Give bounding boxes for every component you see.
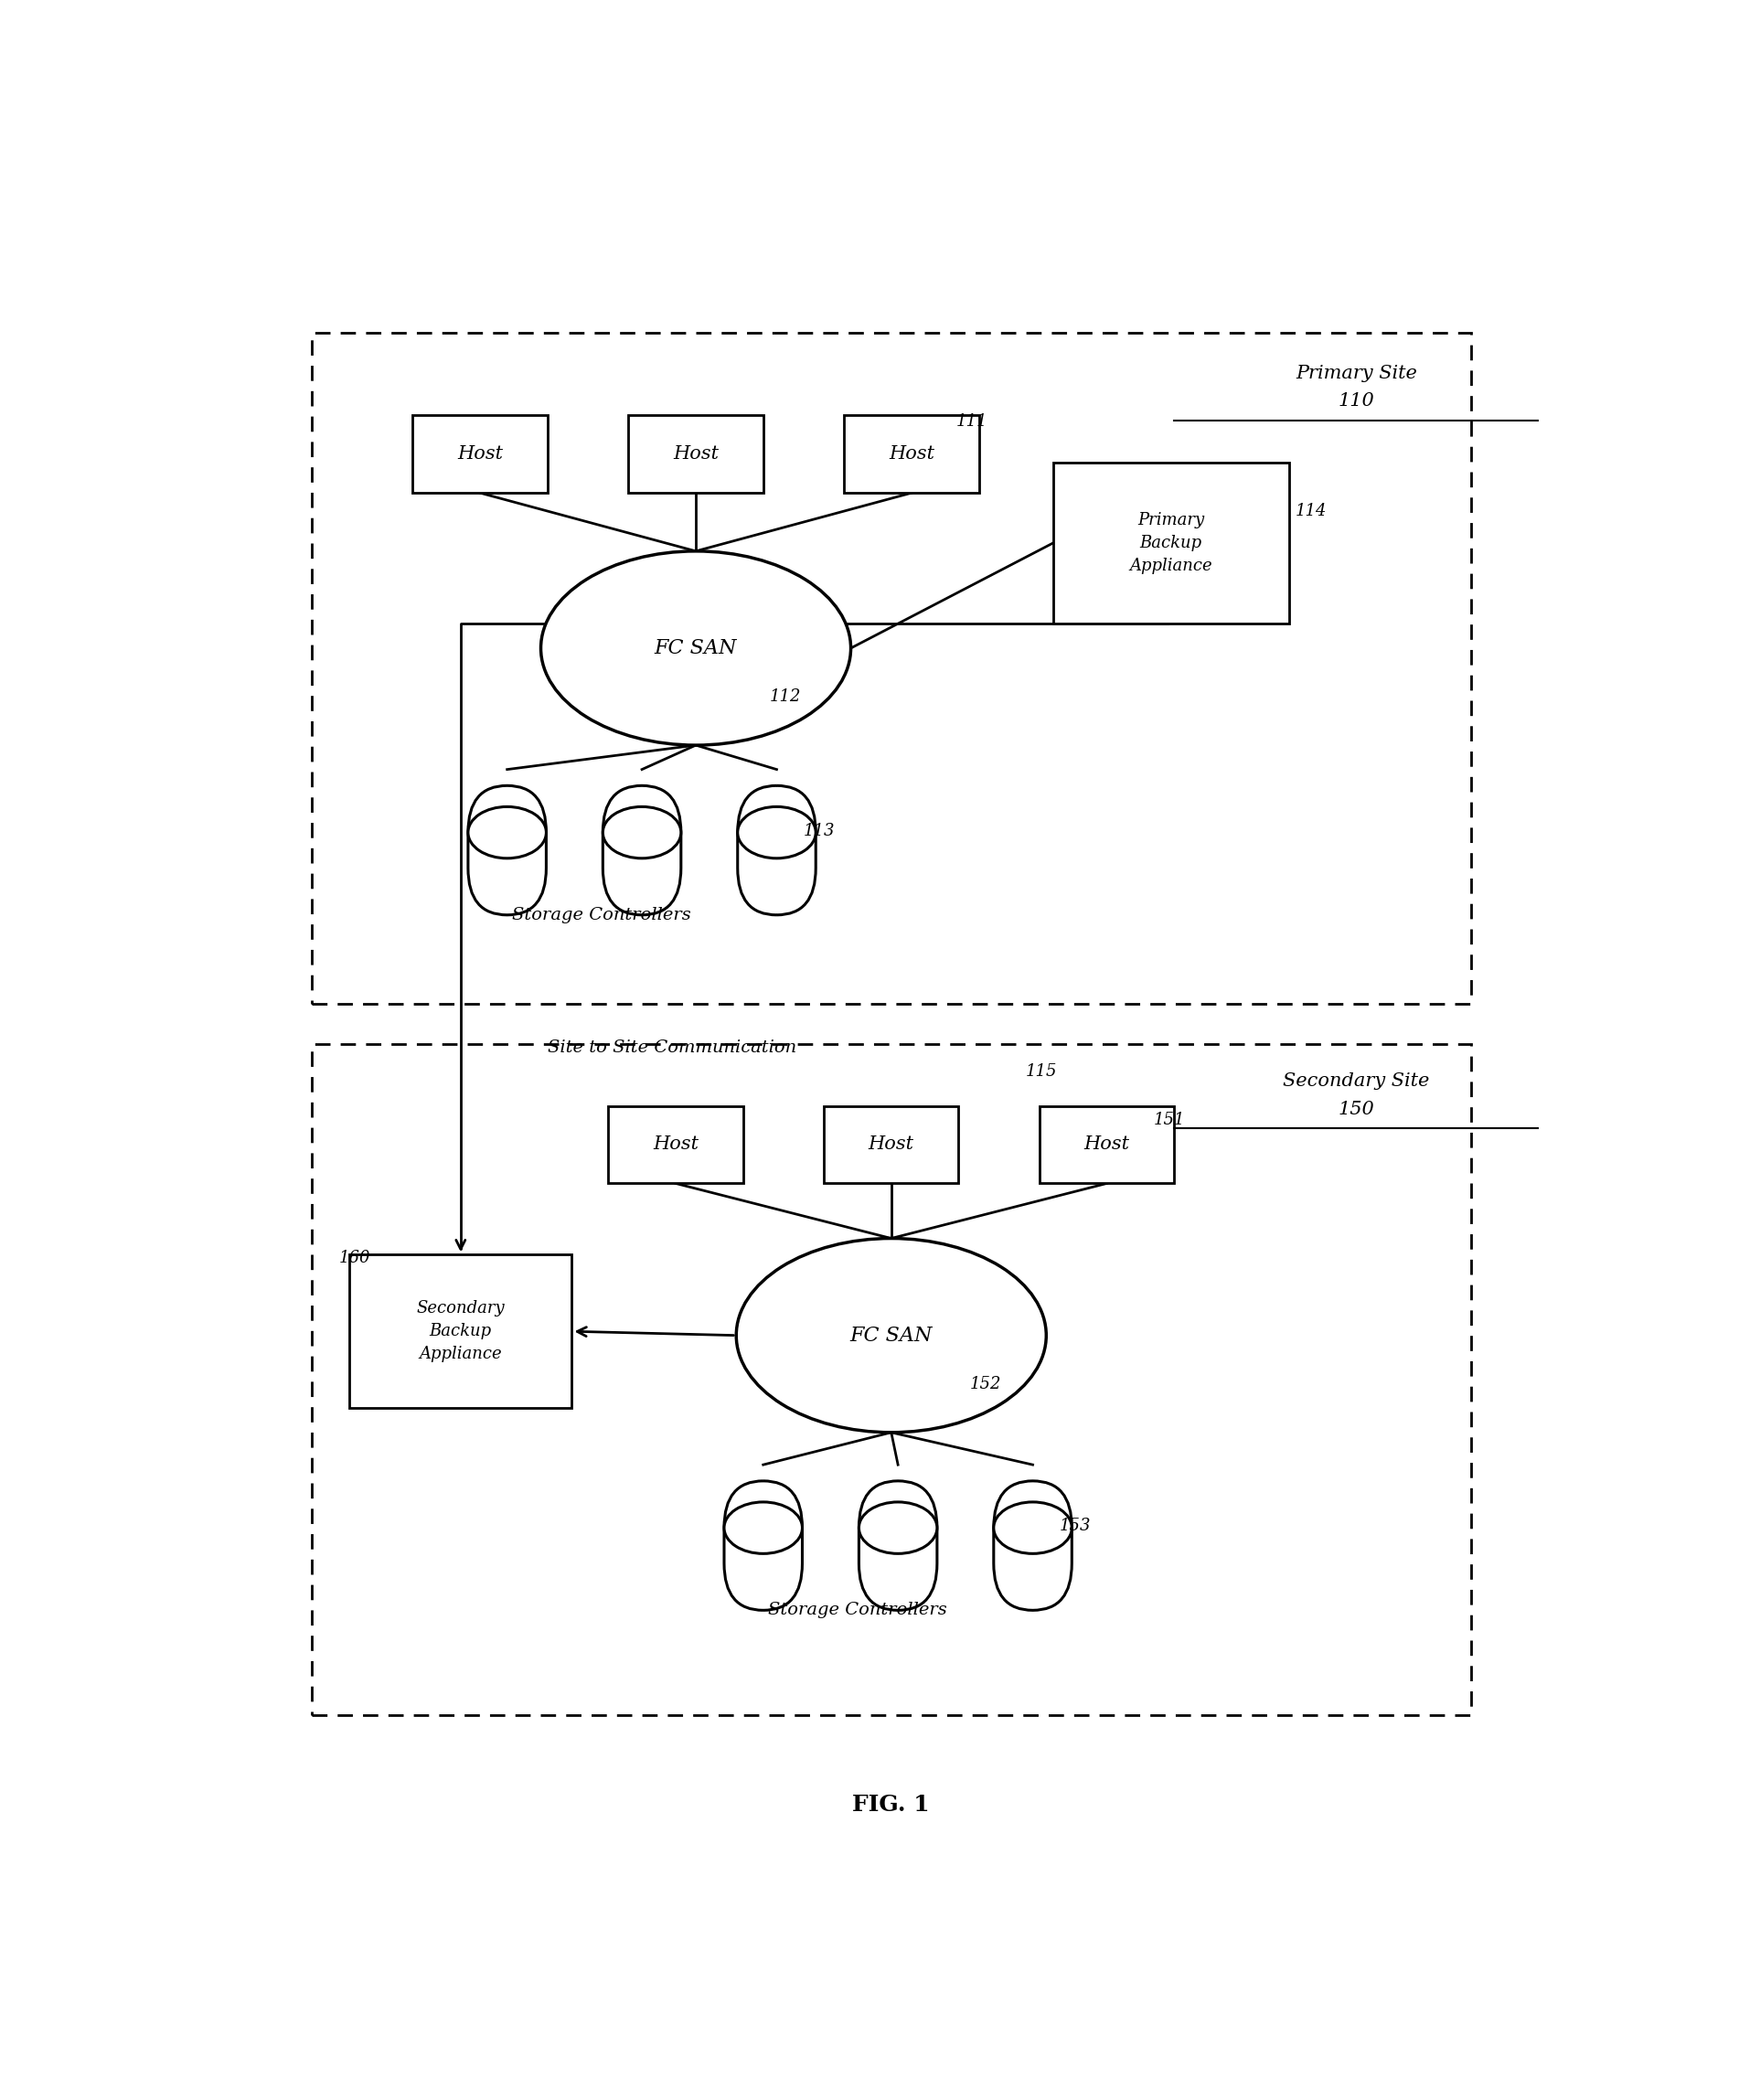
Text: Primary Site: Primary Site <box>1296 365 1417 382</box>
Ellipse shape <box>993 1502 1071 1554</box>
Ellipse shape <box>736 1239 1047 1432</box>
Text: Secondary Site: Secondary Site <box>1283 1073 1429 1090</box>
FancyBboxPatch shape <box>311 1044 1471 1716</box>
FancyBboxPatch shape <box>824 1107 958 1184</box>
Text: 111: 111 <box>956 414 988 430</box>
FancyBboxPatch shape <box>609 1107 743 1184</box>
Ellipse shape <box>468 806 546 859</box>
Text: 152: 152 <box>969 1376 1002 1392</box>
FancyBboxPatch shape <box>737 785 816 916</box>
FancyBboxPatch shape <box>603 785 682 916</box>
FancyBboxPatch shape <box>311 334 1471 1004</box>
FancyBboxPatch shape <box>723 1480 802 1611</box>
FancyBboxPatch shape <box>843 416 979 494</box>
Text: Host: Host <box>1083 1136 1130 1153</box>
Text: 151: 151 <box>1155 1113 1186 1128</box>
FancyBboxPatch shape <box>1054 462 1289 624</box>
Text: FIG. 1: FIG. 1 <box>852 1793 930 1814</box>
Text: 113: 113 <box>803 823 835 840</box>
Text: Storage Controllers: Storage Controllers <box>511 907 690 924</box>
FancyBboxPatch shape <box>859 1480 937 1611</box>
Text: 160: 160 <box>339 1250 370 1266</box>
Ellipse shape <box>603 806 682 859</box>
Text: Secondary
Backup
Appliance: Secondary Backup Appliance <box>416 1300 504 1363</box>
FancyBboxPatch shape <box>628 416 763 494</box>
Text: 150: 150 <box>1337 1100 1374 1117</box>
Ellipse shape <box>737 806 816 859</box>
Text: 153: 153 <box>1059 1518 1092 1535</box>
FancyBboxPatch shape <box>1040 1107 1174 1184</box>
FancyBboxPatch shape <box>468 785 546 916</box>
Text: Host: Host <box>457 445 503 462</box>
Text: 114: 114 <box>1296 502 1327 519</box>
Text: 115: 115 <box>1026 1063 1057 1079</box>
Text: Host: Host <box>868 1136 915 1153</box>
Text: Host: Host <box>889 445 934 462</box>
Text: Host: Host <box>673 445 718 462</box>
Text: Site to Site Communication: Site to Site Communication <box>548 1040 796 1056</box>
Text: 110: 110 <box>1337 393 1374 410</box>
Ellipse shape <box>541 550 850 746</box>
FancyBboxPatch shape <box>993 1480 1071 1611</box>
FancyBboxPatch shape <box>350 1254 572 1409</box>
Text: Storage Controllers: Storage Controllers <box>769 1602 948 1619</box>
Text: 112: 112 <box>770 689 802 706</box>
Text: Primary
Backup
Appliance: Primary Backup Appliance <box>1129 512 1212 573</box>
Text: FC SAN: FC SAN <box>654 638 737 657</box>
Text: Host: Host <box>652 1136 699 1153</box>
Ellipse shape <box>723 1502 802 1554</box>
FancyBboxPatch shape <box>412 416 548 494</box>
Text: FC SAN: FC SAN <box>850 1325 932 1346</box>
Ellipse shape <box>859 1502 937 1554</box>
